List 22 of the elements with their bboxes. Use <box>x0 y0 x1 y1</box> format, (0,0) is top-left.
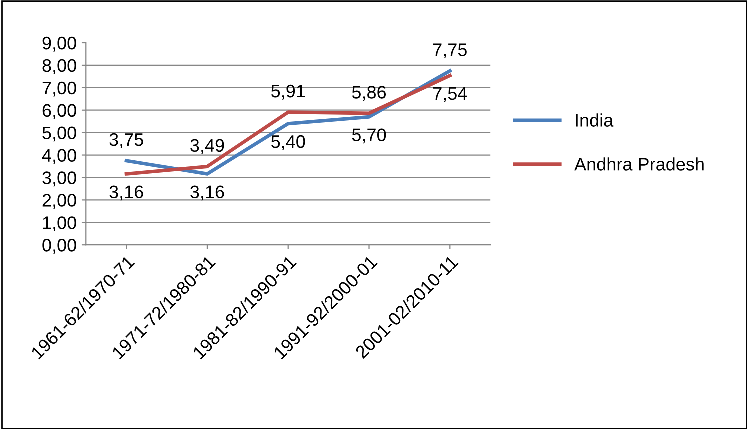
y-tick-label: 4,00 <box>42 149 76 164</box>
data-label: 3,16 <box>110 186 144 201</box>
y-tick-label: 6,00 <box>42 104 76 120</box>
y-tick-label: 8,00 <box>42 59 76 74</box>
y-tick-label: 5,00 <box>42 126 76 142</box>
data-label: 5,86 <box>352 86 386 101</box>
data-label: 5,40 <box>272 135 306 150</box>
data-label: 3,49 <box>190 139 224 154</box>
data-label: 7,75 <box>434 44 467 59</box>
data-label: 5,70 <box>352 128 386 144</box>
y-tick-label: 3,00 <box>42 172 76 187</box>
y-tick-label: 1,00 <box>43 216 76 232</box>
y-tick-label: 2,00 <box>42 194 76 210</box>
data-label: 3,16 <box>190 186 224 201</box>
data-label: 7,54 <box>434 88 468 102</box>
data-label: 5,91 <box>272 84 306 100</box>
y-tick-label: 0,00 <box>42 239 76 254</box>
legend-label: Andhra Pradesh <box>574 158 704 171</box>
y-tick-label: 9,00 <box>42 36 76 52</box>
data-label: 3,75 <box>110 133 144 148</box>
y-tick-label: 7,00 <box>42 82 76 97</box>
legend-label: India <box>576 114 614 127</box>
